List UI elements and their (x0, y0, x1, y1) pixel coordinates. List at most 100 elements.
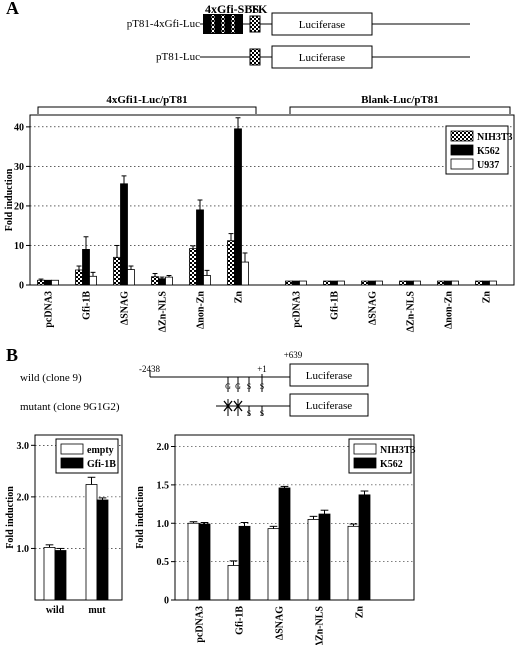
sbs-label: 4xGfi-SBS (205, 2, 259, 16)
bar-nih3t3-1 (227, 565, 240, 601)
luciferase-box-2 (271, 45, 373, 69)
bar-nih3t3-4 (189, 248, 197, 286)
bar-u937-9 (413, 280, 421, 286)
plot-frame (29, 114, 515, 286)
y-tick-label: 0 (164, 596, 169, 607)
bar-nih3t3-3 (307, 519, 320, 601)
bar-nih3t3-0 (187, 522, 200, 601)
x-tick-label: pcDNA3 (195, 606, 206, 643)
bar-nih3t3-2 (267, 528, 280, 601)
pos-end: +639 (284, 350, 303, 360)
x-tick-label: pcDNA3 (292, 291, 303, 328)
luciferase-box-1 (271, 12, 373, 36)
bar-nih3t3-4 (347, 525, 360, 601)
bar-nih3t3-7 (323, 280, 331, 286)
bar-k562-11 (482, 280, 490, 286)
legend-entry: NIH3T3 (477, 132, 513, 143)
pos-start: -2438 (139, 364, 160, 374)
bar-k562-6 (292, 280, 300, 286)
svg-text:S: S (247, 382, 251, 391)
x-tick-label: Zn (482, 291, 493, 304)
legend-swatch (60, 443, 84, 455)
legend-swatch (60, 457, 84, 469)
bar-nih3t3-2 (113, 256, 121, 286)
svg-text:S: S (260, 382, 264, 391)
bar-u937-7 (337, 280, 345, 286)
x-tick-label: mut (88, 605, 106, 616)
legend-entry: K562 (477, 146, 500, 157)
chart-b-right: 0 0.5 1.0 1.5 2.0 Fold induction pcDNA3 Gfi-1B Δ… (135, 434, 416, 645)
construct-diagram-a: 4xGfi-SBS TK pT81-4xGfi-Luc Luciferase p… (127, 2, 470, 69)
bar-u937-4 (203, 275, 211, 286)
bar-k562-2 (278, 487, 291, 601)
construct-name-1: pT81-4xGfi-Luc (127, 18, 200, 30)
tk-box-2 (249, 48, 261, 66)
x-tick-label: ΔZn-NLS (406, 291, 417, 333)
y-tick-label: 1.0 (17, 544, 30, 555)
bar-gfi-1b-1 (96, 499, 109, 601)
luciferase-box-wild (289, 363, 369, 387)
x-tick-label: Δnon-Zn (444, 291, 455, 329)
luciferase-label-2: Luciferase (299, 52, 346, 64)
legend-entry: U937 (477, 160, 499, 171)
bar-k562-2 (120, 183, 128, 286)
legend-swatch (353, 457, 377, 469)
y-tick-label: 0 (19, 281, 24, 292)
x-tick-label: Gfi-1B (330, 291, 341, 320)
luciferase-label-mutant: Luciferase (306, 400, 353, 412)
y-tick-label: 1.5 (157, 480, 170, 491)
promoter-diagram: -2438 +1 +639 wild (clone 9) G G S S Luc… (20, 350, 369, 418)
pos-plus1: +1 (257, 364, 267, 374)
bar-k562-1 (238, 525, 251, 601)
bar-u937-1 (89, 275, 97, 286)
bar-k562-10 (444, 280, 452, 286)
x-tick-label: ΔSNAG (275, 606, 286, 640)
bar-k562-0 (198, 523, 211, 601)
group-label-1: 4xGfi1-Luc/pT81 (106, 94, 187, 106)
svg-text:G: G (225, 382, 231, 391)
bar-k562-0 (44, 279, 52, 286)
panel-a-letter: A (6, 0, 19, 18)
tk-box-1 (249, 15, 261, 33)
bar-gfi-1b-0 (54, 550, 67, 601)
site-marks-mutant: S S (223, 399, 264, 418)
bar-u937-5 (241, 261, 249, 286)
y-tick-label: 40 (14, 122, 24, 133)
y-tick-label: 3.0 (17, 441, 30, 452)
x-tick-label: ΔSNAG (368, 291, 379, 325)
bar-empty-1 (85, 484, 98, 601)
wild-label: wild (clone 9) (20, 372, 82, 384)
luciferase-label-wild: Luciferase (306, 370, 353, 382)
bar-empty-0 (43, 547, 56, 601)
group-brackets: 4xGfi1-Luc/pT81 Blank-Luc/pT81 (37, 94, 511, 114)
bar-k562-3 (318, 513, 331, 601)
bar-nih3t3-3 (151, 276, 159, 286)
x-tick-label: wild (46, 605, 65, 616)
y-tick-label: 2.0 (17, 492, 30, 503)
x-tick-label: ΔZn-NLS (158, 291, 169, 333)
bar-u937-3 (165, 276, 173, 286)
y-tick-label: 30 (14, 162, 24, 173)
plot-frame (174, 434, 415, 601)
bar-k562-7 (330, 280, 338, 286)
mutant-label: mutant (clone 9G1G2) (20, 401, 120, 413)
legend-entry: empty (87, 445, 114, 456)
x-tick-label: Zn (234, 291, 245, 304)
legend-swatch (450, 130, 474, 142)
site-marks-wild: G G S S (225, 377, 264, 392)
luciferase-box-mutant (289, 393, 369, 417)
legend-entry: NIH3T3 (380, 445, 416, 456)
bar-k562-1 (82, 249, 90, 286)
y-tick-label: 2.0 (157, 442, 170, 453)
legend-entry: Gfi-1B (87, 459, 116, 470)
bar-u937-10 (451, 280, 459, 286)
bar-k562-4 (358, 494, 371, 601)
x-tick-label: Gfi-1B (235, 606, 246, 635)
bar-nih3t3-9 (399, 280, 407, 286)
chart-a: 0 10 20 30 40 Fold induction pcDNA3 Gfi-1B ΔSNAG… (4, 114, 515, 333)
bar-nih3t3-0 (37, 279, 45, 286)
group-label-2: Blank-Luc/pT81 (361, 94, 439, 106)
y-axis-label: Fold induction (5, 486, 16, 549)
x-tick-label: pcDNA3 (44, 291, 55, 328)
